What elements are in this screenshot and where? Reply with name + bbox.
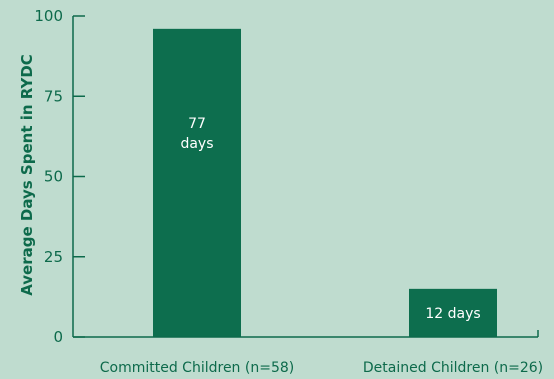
y-tick-label: 25 bbox=[44, 248, 63, 266]
bar-data-label: days bbox=[180, 136, 213, 152]
bars-layer bbox=[153, 28, 497, 338]
y-ticks: 0 25 50 75 100 bbox=[34, 7, 539, 346]
bar-data-label: 12 days bbox=[425, 306, 480, 322]
y-tick-label: 0 bbox=[53, 328, 63, 346]
y-tick-label: 75 bbox=[44, 87, 63, 105]
x-category-label: Detained Children (n=26) bbox=[363, 360, 543, 376]
bar-data-label: 77 bbox=[188, 116, 206, 132]
y-tick-label: 50 bbox=[44, 168, 63, 186]
y-tick-label: 100 bbox=[34, 7, 63, 25]
x-category-labels: Committed Children (n=58) Detained Childr… bbox=[100, 360, 543, 376]
bar bbox=[409, 288, 497, 337]
bar bbox=[153, 28, 241, 338]
x-category-label: Committed Children (n=58) bbox=[100, 360, 294, 376]
bar-value-labels: 77 days 12 days bbox=[180, 116, 480, 322]
y-axis-label: Average Days Spent in RYDC bbox=[18, 54, 36, 296]
